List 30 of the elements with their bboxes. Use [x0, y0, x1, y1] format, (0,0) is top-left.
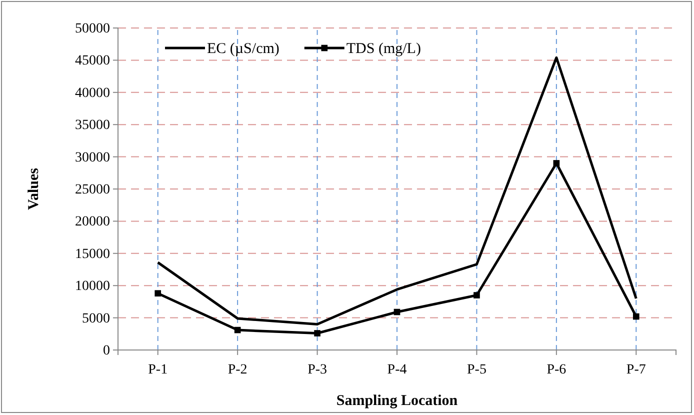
y-tick-label: 5000 [82, 311, 110, 326]
y-tick-label: 40000 [75, 86, 110, 101]
y-tick-label: 50000 [75, 21, 110, 36]
point [154, 290, 162, 296]
x-tick-label: P-6 [546, 362, 566, 378]
y-tick-label: 35000 [75, 118, 110, 134]
x-tick-label: P-5 [466, 362, 486, 378]
x-tick-label: P-2 [228, 362, 248, 378]
y-tick-label: 20000 [75, 214, 110, 230]
point [394, 308, 400, 316]
x-tick-label: P-7 [626, 362, 646, 378]
line-series [156, 56, 638, 326]
y-tick-label: 45000 [75, 54, 110, 69]
y-axis-title: Values [26, 168, 42, 210]
y-tick-label: 0 [103, 343, 110, 358]
legend-label: TDS (mg/L) [346, 41, 421, 57]
point [553, 160, 560, 166]
x-tick-label: P-4 [387, 362, 407, 378]
y-tick-label: 30000 [75, 150, 110, 166]
point [632, 313, 640, 320]
x-axis-title: Sampling Location [336, 393, 458, 409]
point [474, 292, 480, 298]
x-tick-label: P-3 [308, 362, 328, 378]
x-tick-label: P-1 [148, 362, 168, 378]
y-tick-label: 10000 [75, 279, 110, 294]
point [234, 326, 241, 334]
point [314, 330, 320, 336]
legend-label: EC (µS/cm) [207, 41, 280, 57]
y-tick-label: 15000 [75, 246, 110, 262]
y-tick-label: 25000 [75, 182, 110, 198]
